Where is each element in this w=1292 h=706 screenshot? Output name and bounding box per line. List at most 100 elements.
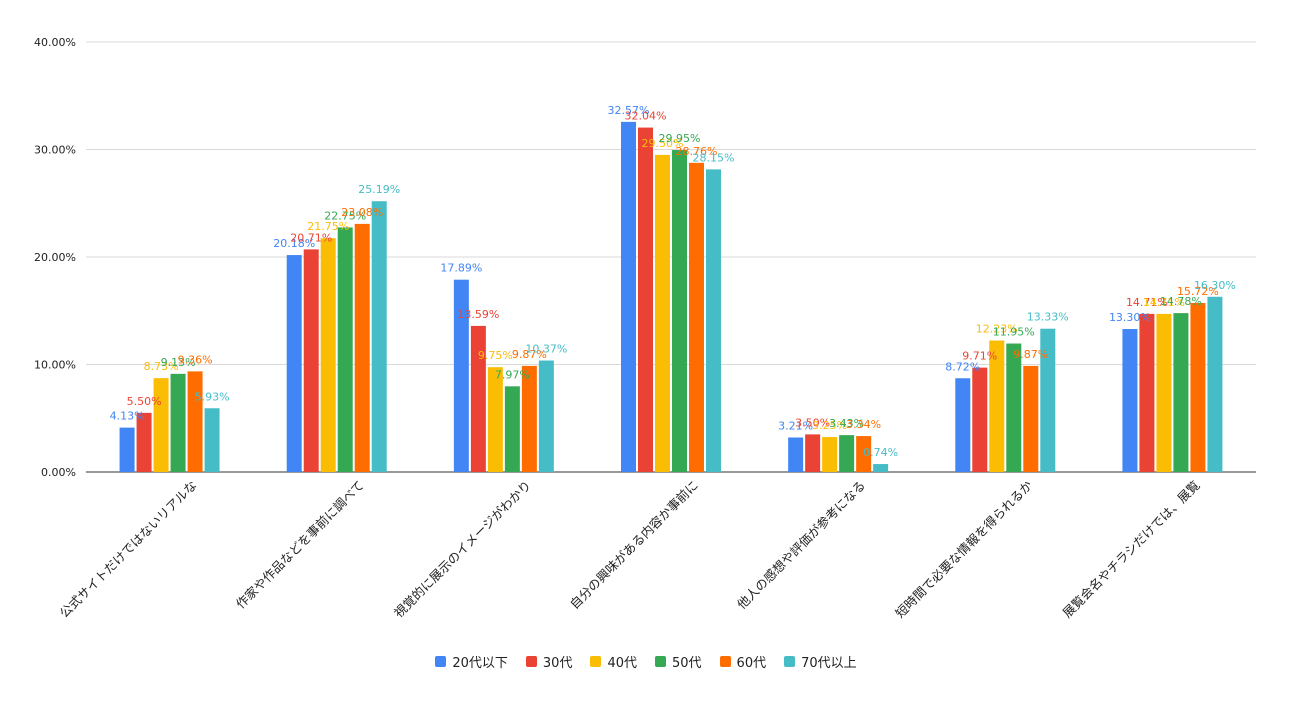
bar [638, 127, 653, 472]
data-label: 9.13% [161, 356, 196, 369]
x-category-label: 作家や作品などを事前に調べて [233, 478, 367, 612]
data-label: 13.59% [457, 308, 499, 321]
bar [955, 378, 971, 472]
x-axis-categories: 公式サイトだけではないリアルな 作家や作品などを事前に調べて 視覚的に展示のイメージ… [57, 477, 1203, 621]
gridlines [86, 41, 1256, 473]
bar [873, 464, 889, 472]
bar [1207, 296, 1223, 472]
bar [119, 427, 135, 472]
bar [320, 238, 336, 472]
legend-item: 30代 [525, 652, 573, 671]
bar [453, 279, 469, 472]
data-label: 28.15% [693, 151, 735, 164]
bar [1006, 343, 1022, 472]
legend-label: 30代 [542, 655, 573, 671]
legend: 20代以下 30代 40代 50代 60代 70代以上 [0, 650, 1292, 672]
legend-item: 40代 [590, 652, 637, 671]
bar [822, 437, 838, 472]
data-label: 20.18% [273, 237, 315, 250]
bar [1122, 329, 1138, 472]
data-label: 7.97% [495, 368, 530, 381]
data-label: 25.19% [358, 183, 400, 196]
data-label: 29.95% [659, 132, 701, 145]
bar [286, 255, 302, 472]
bar [839, 435, 855, 472]
data-labels: 4.13% 20.18% 17.89% 32.57% 3.21% 8.72% 13.30% 5… [110, 104, 1236, 459]
data-label: 21.75% [307, 220, 349, 233]
legend-swatch [525, 655, 537, 667]
y-tick-label: 30.00% [34, 144, 76, 157]
bar [521, 365, 537, 472]
x-category-label: 他人の感想や評価が参考になる [734, 478, 868, 612]
data-label: 9.87% [1013, 348, 1048, 361]
bar [856, 436, 872, 472]
bar [1190, 303, 1206, 472]
x-category-label: 公式サイトだけではないリアルな [57, 478, 200, 621]
bar [1023, 365, 1039, 472]
data-label: 10.37% [525, 343, 567, 356]
data-label: 32.57% [608, 104, 650, 117]
data-label: 9.36% [178, 353, 213, 366]
bar [972, 367, 988, 472]
data-label: 14.78% [1160, 295, 1202, 308]
y-tick-label: 0.00% [41, 466, 76, 479]
bar [672, 150, 687, 472]
bar [153, 378, 169, 472]
bar [303, 249, 319, 472]
legend-label: 50代 [672, 655, 702, 671]
data-label: 9.71% [962, 350, 997, 363]
bar [170, 373, 186, 472]
data-label: 8.73% [144, 360, 179, 373]
bar [805, 434, 821, 472]
y-tick-label: 40.00% [34, 36, 76, 49]
data-label: 14.71% [1126, 296, 1168, 309]
legend-item: 60代 [719, 652, 767, 671]
y-axis-ticks: 0.00% 10.00% 20.00% 30.00% 40.00% [34, 36, 76, 479]
bar [371, 201, 387, 472]
x-category-label: 展覧会名やチラシだけでは、展覧 [1060, 478, 1203, 621]
bar [1139, 313, 1155, 472]
data-label: 0.74% [863, 446, 898, 459]
bars [119, 121, 1223, 472]
bar [487, 367, 503, 472]
legend-item: 70代以上 [784, 652, 857, 671]
data-label: 13.30% [1109, 311, 1151, 324]
bar [1156, 313, 1172, 472]
data-label: 29.50% [642, 137, 684, 150]
x-category-label: 自分の興味がある内容か事前に [567, 478, 701, 612]
bar [470, 325, 486, 472]
data-label: 32.04% [625, 110, 667, 123]
data-label: 23.08% [341, 206, 383, 219]
legend-swatch [784, 655, 796, 667]
bar [337, 227, 353, 472]
data-label: 15.72% [1177, 285, 1219, 298]
x-category-label: 視覚的に展示のイメージがわかり [391, 478, 534, 621]
data-label: 3.25% [812, 419, 847, 432]
bar [1173, 313, 1189, 472]
data-label: 9.75% [478, 349, 513, 362]
bar [204, 408, 220, 472]
bar [354, 223, 370, 472]
data-label: 5.50% [127, 395, 162, 408]
data-label: 17.89% [440, 262, 482, 275]
legend-label: 70代以上 [801, 655, 857, 671]
data-label: 4.13% [110, 410, 145, 423]
legend-item: 50代 [655, 652, 702, 671]
data-label: 3.21% [778, 419, 813, 432]
bar [504, 386, 520, 472]
data-label: 22.75% [324, 209, 366, 222]
data-label: 16.30% [1194, 279, 1236, 292]
data-label: 9.87% [512, 348, 547, 361]
legend-swatch [435, 655, 447, 667]
bar [538, 360, 554, 472]
data-label: 12.23% [976, 323, 1018, 336]
bar [1040, 328, 1056, 472]
y-tick-label: 20.00% [34, 251, 76, 264]
data-label: 3.43% [829, 417, 864, 430]
bar-chart: 0.00% 10.00% 20.00% 30.00% 40.00% 4.13% 20.18… [34, 36, 1256, 621]
bar [689, 162, 704, 472]
y-tick-label: 10.00% [34, 359, 76, 372]
legend-label: 60代 [736, 655, 767, 671]
legend-label: 40代 [607, 655, 637, 671]
data-label: 20.71% [290, 231, 332, 244]
